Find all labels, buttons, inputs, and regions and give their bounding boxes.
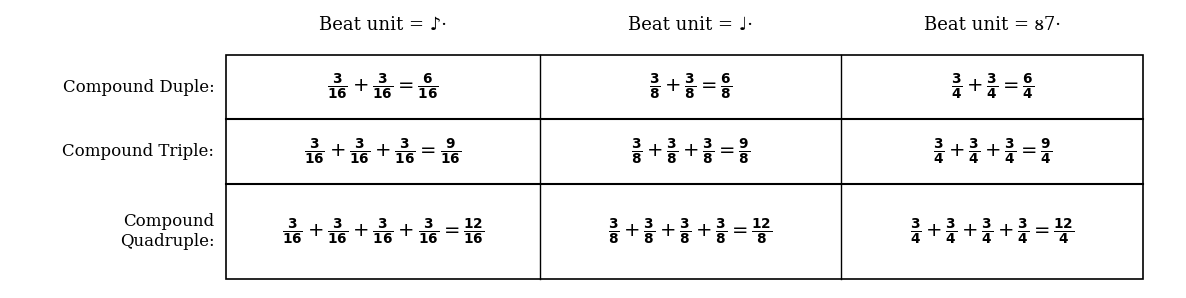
Text: Beat unit = ♩·: Beat unit = ♩· [629,16,753,34]
Text: $\mathbf{\frac{3}{8}}+\mathbf{\frac{3}{8}}+\mathbf{\frac{3}{8}}=\mathbf{\frac{9}: $\mathbf{\frac{3}{8}}+\mathbf{\frac{3}{8… [631,137,751,167]
Bar [227,55,1143,279]
Text: $\mathbf{\frac{3}{8}}+\mathbf{\frac{3}{8}}+\mathbf{\frac{3}{8}}+\mathbf{\frac{3}: $\mathbf{\frac{3}{8}}+\mathbf{\frac{3}{8… [608,217,773,247]
Text: Beat unit = ᴕ7·: Beat unit = ᴕ7· [924,16,1060,34]
Text: $\mathbf{\frac{3}{16}}+\mathbf{\frac{3}{16}}+\mathbf{\frac{3}{16}}+\mathbf{\frac: $\mathbf{\frac{3}{16}}+\mathbf{\frac{3}{… [282,217,484,247]
Text: $\mathbf{\frac{3}{16}}+\mathbf{\frac{3}{16}}+\mathbf{\frac{3}{16}}=\mathbf{\frac: $\mathbf{\frac{3}{16}}+\mathbf{\frac{3}{… [305,137,461,167]
Text: $\mathbf{\frac{3}{4}}+\mathbf{\frac{3}{4}}+\mathbf{\frac{3}{4}}+\mathbf{\frac{3}: $\mathbf{\frac{3}{4}}+\mathbf{\frac{3}{4… [910,217,1075,247]
Text: $\mathbf{\frac{3}{8}}+\mathbf{\frac{3}{8}}=\mathbf{\frac{6}{8}}$: $\mathbf{\frac{3}{8}}+\mathbf{\frac{3}{8… [649,72,732,102]
Text: $\mathbf{\frac{3}{16}}+\mathbf{\frac{3}{16}}=\mathbf{\frac{6}{16}}$: $\mathbf{\frac{3}{16}}+\mathbf{\frac{3}{… [327,72,439,102]
Text: $\mathbf{\frac{3}{4}}+\mathbf{\frac{3}{4}}+\mathbf{\frac{3}{4}}=\mathbf{\frac{9}: $\mathbf{\frac{3}{4}}+\mathbf{\frac{3}{4… [933,137,1052,167]
Text: Beat unit = ♪·: Beat unit = ♪· [319,16,447,34]
Text: Compound Duple:: Compound Duple: [63,78,215,95]
Text: Compound
Quadruple:: Compound Quadruple: [120,213,215,250]
Text: $\mathbf{\frac{3}{4}}+\mathbf{\frac{3}{4}}=\mathbf{\frac{6}{4}}$: $\mathbf{\frac{3}{4}}+\mathbf{\frac{3}{4… [951,72,1034,102]
Text: Compound Triple:: Compound Triple: [63,143,215,160]
